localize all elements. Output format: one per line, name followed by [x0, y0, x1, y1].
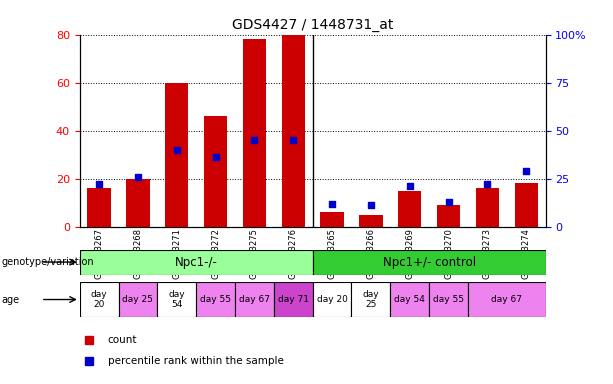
- Point: [211, 154, 221, 161]
- Title: GDS4427 / 1448731_at: GDS4427 / 1448731_at: [232, 18, 394, 32]
- Point: [366, 202, 376, 209]
- Bar: [321, 212, 344, 227]
- Bar: [390, 282, 429, 317]
- Bar: [80, 282, 118, 317]
- Bar: [165, 83, 188, 227]
- Text: age: age: [1, 295, 20, 305]
- Text: day
54: day 54: [169, 290, 185, 309]
- Text: day 71: day 71: [278, 295, 309, 304]
- Text: Npc1+/- control: Npc1+/- control: [383, 256, 476, 268]
- Point: [133, 174, 143, 180]
- Text: percentile rank within the sample: percentile rank within the sample: [108, 356, 284, 366]
- Point: [288, 137, 298, 143]
- Bar: [80, 250, 313, 275]
- Bar: [88, 188, 111, 227]
- Bar: [281, 35, 305, 227]
- Text: day 54: day 54: [394, 295, 425, 304]
- Bar: [313, 282, 351, 317]
- Point: [521, 168, 531, 174]
- Point: [94, 181, 104, 187]
- Point: [482, 181, 492, 187]
- Bar: [429, 282, 468, 317]
- Point: [327, 200, 337, 207]
- Bar: [351, 282, 390, 317]
- Text: Npc1-/-: Npc1-/-: [175, 256, 218, 268]
- Text: count: count: [108, 335, 137, 345]
- Text: day 55: day 55: [200, 295, 231, 304]
- Text: day
25: day 25: [362, 290, 379, 309]
- Point: [444, 199, 454, 205]
- Bar: [196, 282, 235, 317]
- Bar: [359, 215, 383, 227]
- Point: [249, 137, 259, 143]
- Bar: [398, 190, 421, 227]
- Bar: [514, 184, 538, 227]
- Bar: [118, 282, 158, 317]
- Text: day 55: day 55: [433, 295, 464, 304]
- Text: day 25: day 25: [123, 295, 153, 304]
- Point: [172, 147, 181, 153]
- Text: day 67: day 67: [491, 295, 522, 304]
- Bar: [437, 205, 460, 227]
- Bar: [476, 188, 499, 227]
- Bar: [204, 116, 227, 227]
- Bar: [126, 179, 150, 227]
- Text: genotype/variation: genotype/variation: [1, 257, 94, 267]
- Bar: [468, 282, 546, 317]
- Text: day
20: day 20: [91, 290, 107, 309]
- Bar: [235, 282, 274, 317]
- Text: day 67: day 67: [239, 295, 270, 304]
- Bar: [158, 282, 196, 317]
- Bar: [274, 282, 313, 317]
- Text: day 20: day 20: [316, 295, 348, 304]
- Point: [405, 183, 414, 189]
- Bar: [243, 40, 266, 227]
- Bar: [313, 250, 546, 275]
